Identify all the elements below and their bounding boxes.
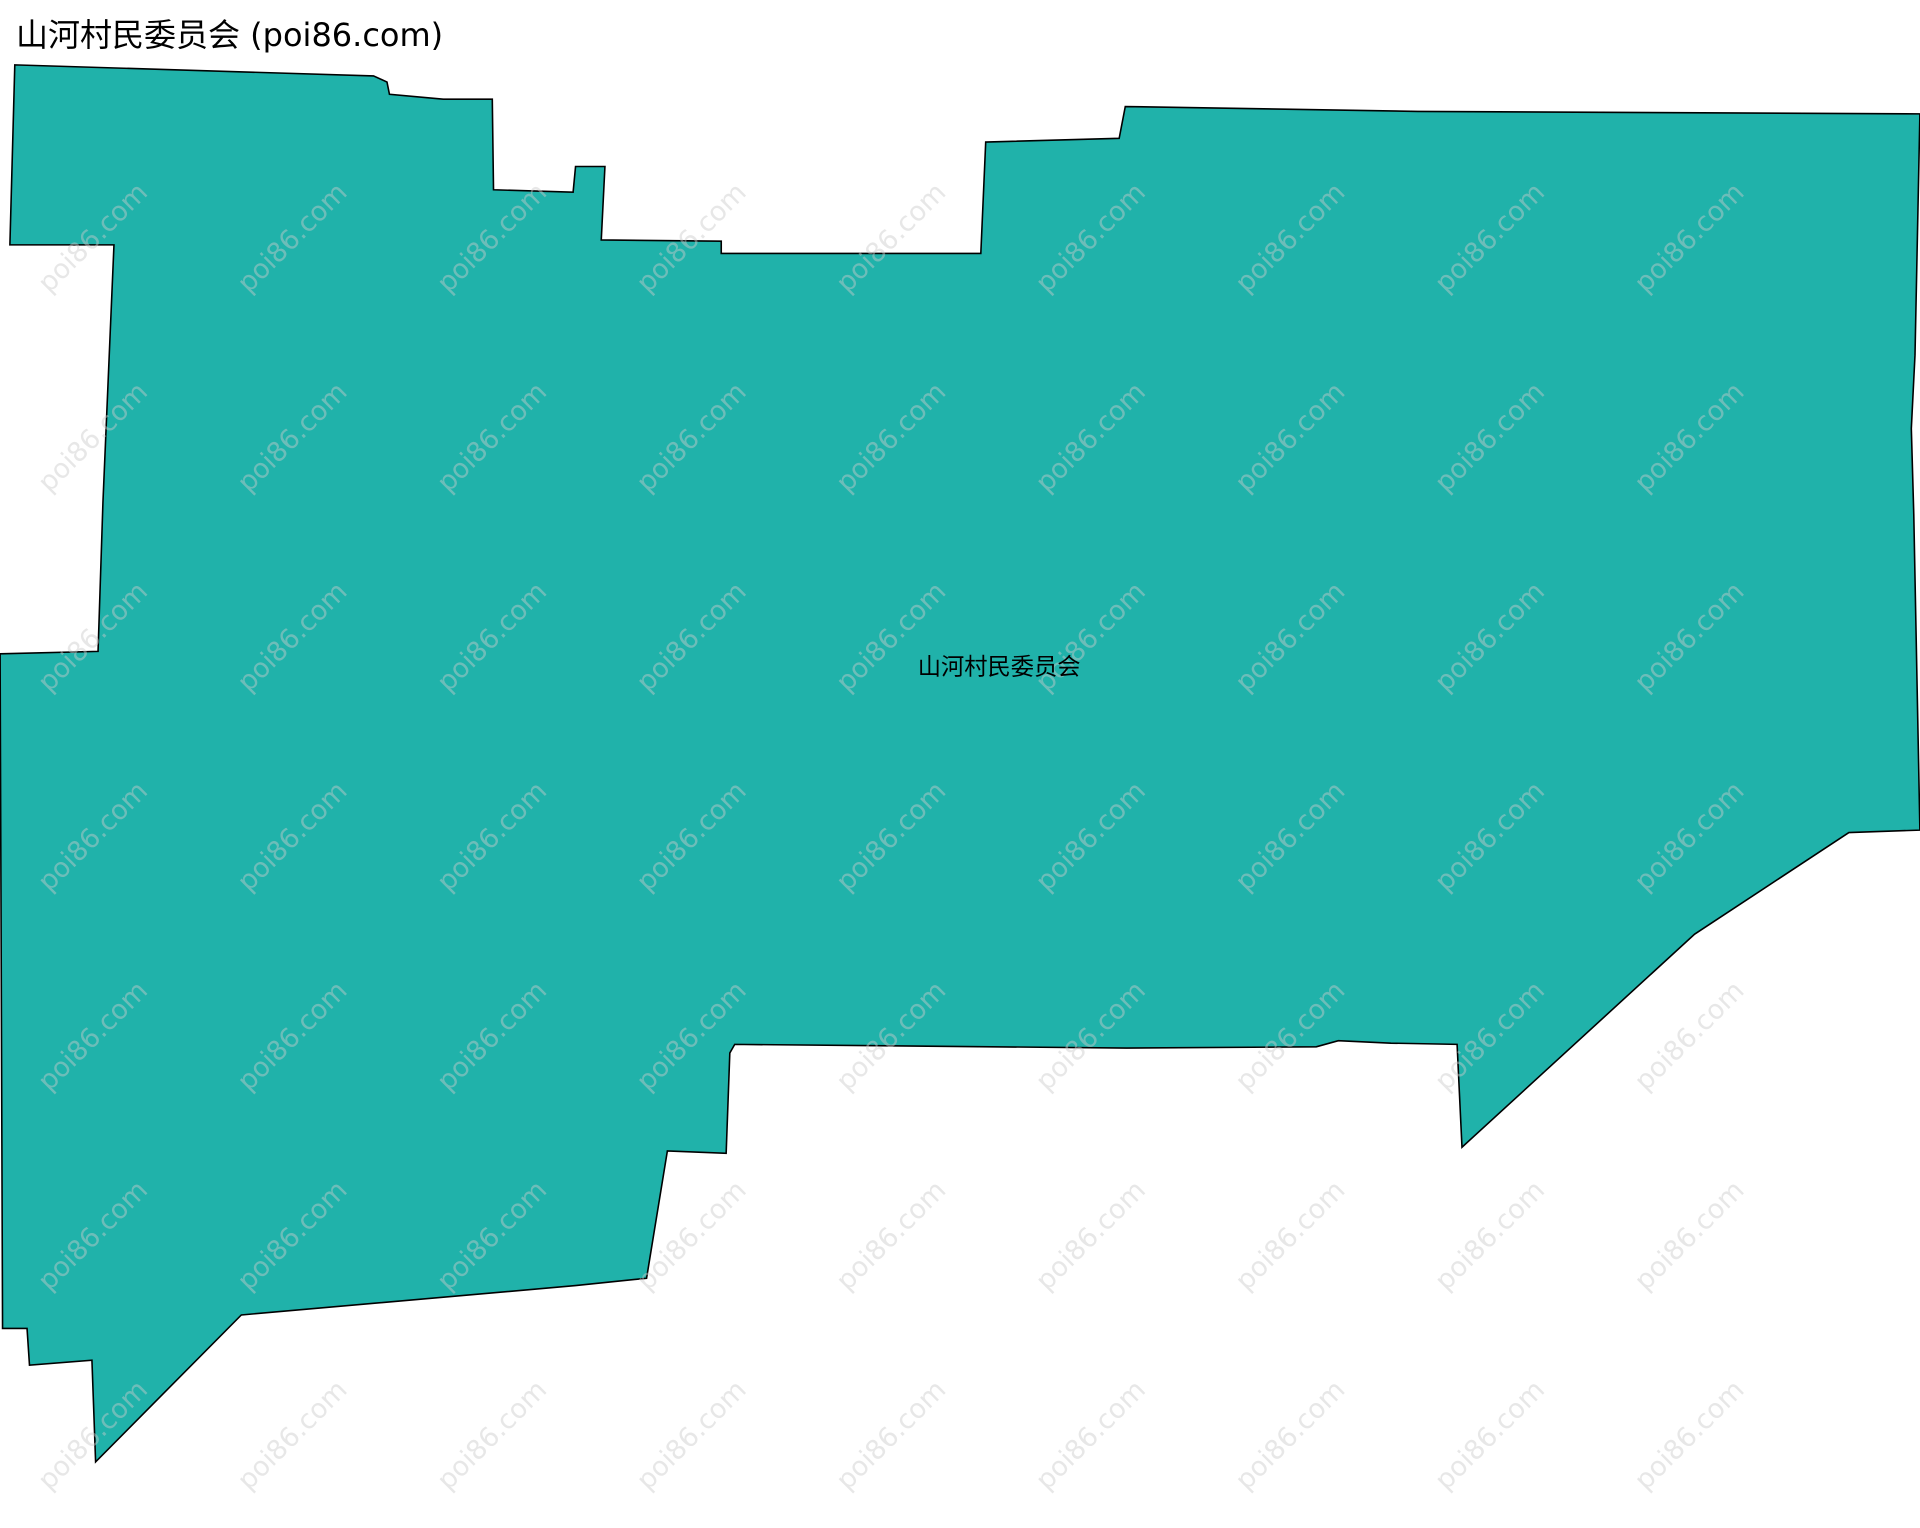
watermark-text: poi86.com [631,1374,753,1496]
watermark-text: poi86.com [1629,975,1751,1097]
watermark-text: poi86.com [232,1374,354,1496]
village-boundary-polygon[interactable] [0,64,1920,1464]
watermark-text: poi86.com [1429,1374,1551,1496]
watermark-text: poi86.com [830,1175,952,1297]
watermark-text: poi86.com [1030,1175,1152,1297]
watermark-text: poi86.com [431,1374,553,1496]
watermark-text: poi86.com [1230,1374,1352,1496]
map-title: 山河村民委员会 (poi86.com) [16,16,444,54]
watermark-text: poi86.com [1030,1374,1152,1496]
watermark-text: poi86.com [1429,1175,1551,1297]
watermark-text: poi86.com [830,1374,952,1496]
region-label: 山河村民委员会 [918,654,1081,681]
watermark-text: poi86.com [1629,1374,1751,1496]
watermark-text: poi86.com [1629,1175,1751,1297]
watermark-text: poi86.com [1230,1175,1352,1297]
